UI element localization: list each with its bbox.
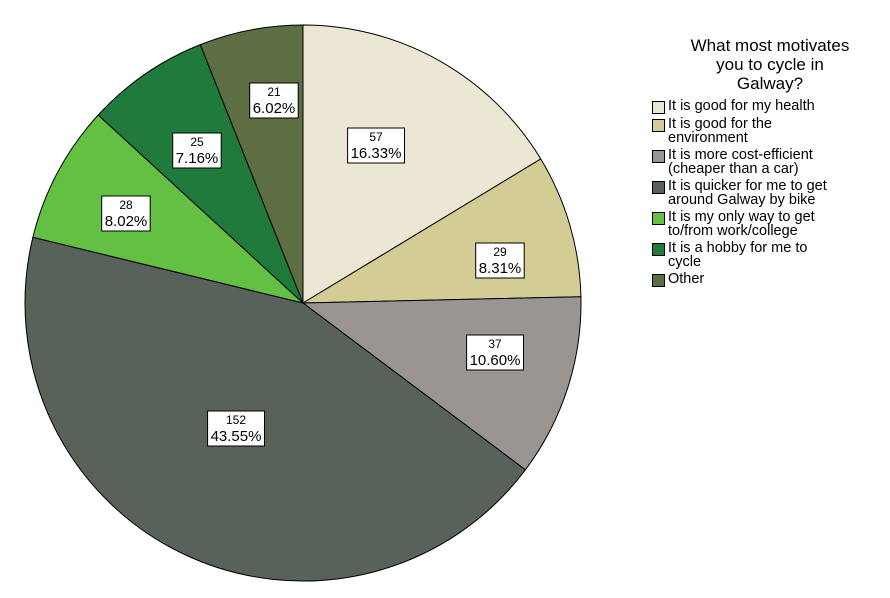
data-label-count-cost: 37 [488, 337, 502, 351]
legend-label-other: Other [668, 271, 705, 287]
data-label-box-health [347, 127, 406, 164]
legend-label-cost: It is more cost-efficient (cheaper than … [668, 147, 813, 177]
data-label-count-health: 57 [369, 130, 383, 144]
data-label-box-only-way [101, 195, 151, 232]
legend-label-health: It is good for my health [668, 98, 815, 114]
pie-slice-quicker [24, 236, 527, 582]
legend-item-health: It is good for my health [652, 99, 888, 114]
legend-swatch-cost [652, 150, 665, 163]
data-label-pct-quicker: 43.55% [211, 428, 262, 445]
data-label-count-quicker: 152 [226, 413, 246, 427]
data-label-other: 216.02% [249, 82, 299, 119]
legend-item-quicker: It is quicker for me to get around Galwa… [652, 179, 888, 207]
legend-item-only-way: It is my only way to get to/from work/co… [652, 210, 888, 238]
legend-title: What most motivates you to cycle in Galw… [690, 36, 850, 93]
pie-slice-health [302, 24, 542, 304]
chart-legend: What most motivates you to cycle in Galw… [652, 36, 888, 290]
data-label-box-quicker [207, 410, 266, 447]
data-label-count-hobby: 25 [190, 135, 204, 149]
legend-swatch-other [652, 274, 665, 287]
legend-swatch-quicker [652, 181, 665, 194]
data-label-pct-cost: 10.60% [470, 352, 521, 369]
legend-label-environment: It is good for the environment [668, 116, 772, 146]
legend-swatch-only-way [652, 212, 665, 225]
data-label-count-only-way: 28 [119, 198, 133, 212]
legend-item-hobby: It is a hobby for me to cycle [652, 241, 888, 269]
data-label-box-hobby [172, 132, 222, 169]
legend-label-quicker: It is quicker for me to get around Galwa… [668, 178, 827, 208]
data-label-pct-environment: 8.31% [479, 260, 522, 277]
pie-chart: 5716.33%298.31%3710.60%15243.55%288.02%2… [24, 24, 582, 582]
data-label-only-way: 288.02% [101, 195, 151, 232]
legend-swatch-hobby [652, 243, 665, 256]
legend-swatch-health [652, 101, 665, 114]
data-label-pct-other: 6.02% [253, 100, 296, 117]
data-label-pct-health: 16.33% [351, 145, 402, 162]
data-label-pct-only-way: 8.02% [105, 213, 148, 230]
data-label-environment: 298.31% [475, 242, 525, 279]
data-label-count-environment: 29 [493, 245, 507, 259]
pie-slice-hobby [97, 44, 304, 304]
pie-slice-only-way [32, 114, 304, 304]
legend-item-environment: It is good for the environment [652, 117, 888, 145]
data-label-box-other [249, 82, 299, 119]
legend-item-other: Other [652, 272, 888, 287]
legend-swatch-environment [652, 119, 665, 132]
data-label-box-environment [475, 242, 525, 279]
data-label-pct-hobby: 7.16% [176, 150, 219, 167]
legend-label-only-way: It is my only way to get to/from work/co… [668, 209, 815, 239]
data-label-count-other: 21 [267, 85, 281, 99]
data-label-hobby: 257.16% [172, 132, 222, 169]
legend-label-hobby: It is a hobby for me to cycle [668, 240, 808, 270]
legend-item-cost: It is more cost-efficient (cheaper than … [652, 148, 888, 176]
data-label-box-cost [466, 334, 525, 371]
